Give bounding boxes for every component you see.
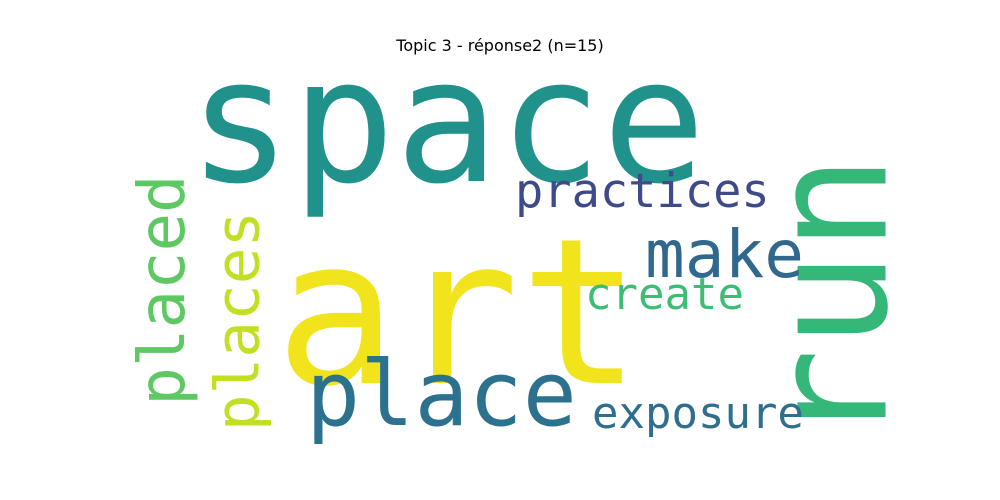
word-places: places — [202, 210, 274, 432]
word-space: space — [188, 21, 706, 222]
word-practices: practices — [515, 164, 770, 219]
word-cloud: space art run place practices make place… — [120, 36, 924, 447]
word-art: art — [275, 195, 642, 431]
word-exposure: exposure — [592, 388, 804, 439]
word-make: make — [645, 216, 804, 293]
word-create: create — [585, 269, 744, 320]
chart-title: Topic 3 - réponse2 (n=15) — [396, 36, 604, 55]
word-placed: placed — [126, 174, 200, 406]
word-place: place — [306, 342, 577, 447]
